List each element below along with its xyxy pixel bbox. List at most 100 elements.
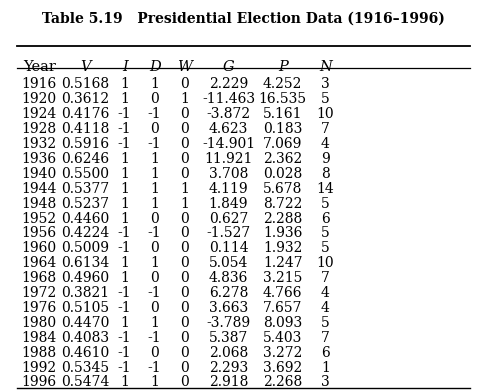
Text: 0.5009: 0.5009 <box>61 241 110 255</box>
Text: 5.403: 5.403 <box>263 331 302 345</box>
Text: 3.663: 3.663 <box>209 301 248 315</box>
Text: 0.5377: 0.5377 <box>61 182 110 196</box>
Text: 0.5500: 0.5500 <box>61 167 110 181</box>
Text: 2.362: 2.362 <box>263 152 302 166</box>
Text: -1: -1 <box>118 301 131 315</box>
Text: 5: 5 <box>321 197 330 211</box>
Text: 1: 1 <box>180 182 189 196</box>
Text: D: D <box>149 60 161 74</box>
Text: 4.836: 4.836 <box>209 271 248 285</box>
Text: 8.722: 8.722 <box>263 197 302 211</box>
Text: W: W <box>177 60 192 74</box>
Text: 0.5916: 0.5916 <box>61 137 110 151</box>
Text: 1940: 1940 <box>21 167 57 181</box>
Text: 5.678: 5.678 <box>263 182 302 196</box>
Text: -11.463: -11.463 <box>202 92 255 106</box>
Text: 1: 1 <box>150 197 159 211</box>
Text: 0: 0 <box>180 152 189 166</box>
Text: 1984: 1984 <box>21 331 57 345</box>
Text: 1: 1 <box>120 212 129 225</box>
Text: 1936: 1936 <box>22 152 57 166</box>
Text: 2.293: 2.293 <box>209 361 248 374</box>
Text: 16.535: 16.535 <box>259 92 307 106</box>
Text: 1: 1 <box>180 197 189 211</box>
Text: 4: 4 <box>321 286 330 300</box>
Text: 0: 0 <box>180 77 189 91</box>
Text: 0.4460: 0.4460 <box>61 212 110 225</box>
Text: -1: -1 <box>148 361 162 374</box>
Text: -14.901: -14.901 <box>202 137 255 151</box>
Text: -1: -1 <box>118 241 131 255</box>
Text: 1: 1 <box>180 92 189 106</box>
Text: 0.6134: 0.6134 <box>61 256 110 270</box>
Text: 0: 0 <box>150 212 159 225</box>
Text: 1928: 1928 <box>22 122 57 136</box>
Text: 1976: 1976 <box>21 301 57 315</box>
Text: 1: 1 <box>120 167 129 181</box>
Text: 4.252: 4.252 <box>263 77 302 91</box>
Text: 1: 1 <box>120 256 129 270</box>
Text: 1920: 1920 <box>22 92 57 106</box>
Text: 5: 5 <box>321 316 330 330</box>
Text: 0: 0 <box>180 241 189 255</box>
Text: 1944: 1944 <box>21 182 57 196</box>
Text: 0: 0 <box>180 316 189 330</box>
Text: 0: 0 <box>180 212 189 225</box>
Text: 0.5237: 0.5237 <box>61 197 110 211</box>
Text: 8.093: 8.093 <box>263 316 302 330</box>
Text: -1: -1 <box>118 107 131 121</box>
Text: 3: 3 <box>321 376 330 389</box>
Text: -1: -1 <box>118 122 131 136</box>
Text: 4.766: 4.766 <box>263 286 302 300</box>
Text: 1948: 1948 <box>21 197 57 211</box>
Text: 1916: 1916 <box>21 77 57 91</box>
Text: 3.708: 3.708 <box>209 167 248 181</box>
Text: 1: 1 <box>150 182 159 196</box>
Text: 2.288: 2.288 <box>263 212 302 225</box>
Text: -1: -1 <box>148 227 162 240</box>
Text: 6: 6 <box>321 212 330 225</box>
Text: -1: -1 <box>118 331 131 345</box>
Text: 7.657: 7.657 <box>263 301 302 315</box>
Text: 0: 0 <box>180 301 189 315</box>
Text: Year: Year <box>23 60 56 74</box>
Text: 3.692: 3.692 <box>263 361 302 374</box>
Text: -1: -1 <box>148 331 162 345</box>
Text: 0: 0 <box>150 346 159 359</box>
Text: 1.936: 1.936 <box>263 227 302 240</box>
Text: 1988: 1988 <box>22 346 57 359</box>
Text: 0.4610: 0.4610 <box>61 346 110 359</box>
Text: 0.627: 0.627 <box>209 212 248 225</box>
Text: 0.4118: 0.4118 <box>61 122 110 136</box>
Text: -1: -1 <box>118 286 131 300</box>
Text: 0: 0 <box>180 346 189 359</box>
Text: -1: -1 <box>118 137 131 151</box>
Text: 1: 1 <box>150 77 159 91</box>
Text: 4.623: 4.623 <box>209 122 248 136</box>
Text: 0.4224: 0.4224 <box>61 227 110 240</box>
Text: 1.247: 1.247 <box>263 256 302 270</box>
Text: -1.527: -1.527 <box>206 227 251 240</box>
Text: 0: 0 <box>180 376 189 389</box>
Text: 0.4470: 0.4470 <box>61 316 110 330</box>
Text: N: N <box>319 60 332 74</box>
Text: 1964: 1964 <box>21 256 57 270</box>
Text: 1: 1 <box>120 152 129 166</box>
Text: -1: -1 <box>148 107 162 121</box>
Text: 0.028: 0.028 <box>263 167 302 181</box>
Text: -1: -1 <box>118 346 131 359</box>
Text: 3.215: 3.215 <box>263 271 302 285</box>
Text: 1996: 1996 <box>22 376 57 389</box>
Text: G: G <box>223 60 234 74</box>
Text: 4.119: 4.119 <box>209 182 248 196</box>
Text: -1: -1 <box>148 286 162 300</box>
Text: 0.183: 0.183 <box>263 122 302 136</box>
Text: 5: 5 <box>321 92 330 106</box>
Text: 5.054: 5.054 <box>209 256 248 270</box>
Text: 1: 1 <box>150 376 159 389</box>
Text: 0.4960: 0.4960 <box>61 271 110 285</box>
Text: 2.268: 2.268 <box>263 376 302 389</box>
Text: 1952: 1952 <box>22 212 57 225</box>
Text: 7: 7 <box>321 122 330 136</box>
Text: 5: 5 <box>321 241 330 255</box>
